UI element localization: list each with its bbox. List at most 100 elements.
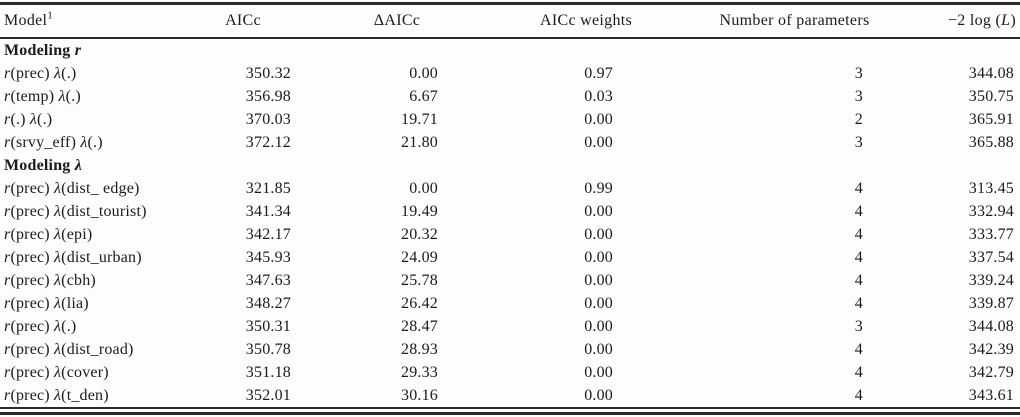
neg2logl-prefix: −2 log ( — [947, 12, 1002, 29]
table-row: r(prec) λ(.) 350.32 0.00 0.97 3 344.08 — [0, 62, 1020, 85]
neg2logl-cell: 344.08 — [968, 64, 1014, 82]
neg2logl-suffix: ) — [1010, 12, 1016, 29]
delta-aicc-cell: 28.93 — [401, 340, 438, 358]
aicc-weight-cell: 0.00 — [584, 363, 613, 381]
lambda-argument: (dist_tourist) — [61, 202, 147, 220]
delta-aicc-cell: 29.33 — [401, 363, 438, 381]
lambda-argument: (epi) — [61, 225, 93, 243]
lambda-symbol: λ — [58, 87, 66, 105]
lambda-symbol: λ — [54, 340, 62, 358]
model-cell: r(prec) λ(dist_tourist) — [0, 200, 200, 223]
lambda-symbol: λ — [54, 271, 62, 289]
aicc-cell: 341.34 — [245, 202, 291, 220]
n-params-cell: 4 — [854, 248, 863, 266]
delta-aicc-cell: 28.47 — [401, 317, 438, 335]
delta-aicc-cell: 20.32 — [401, 225, 438, 243]
r-symbol: r — [4, 179, 11, 197]
r-symbol: r — [4, 110, 11, 128]
table-header: Model1 AICc ΔAICc AICc weights Number of… — [0, 3, 1020, 39]
neg2logl-cell: 365.88 — [968, 133, 1014, 151]
model-cell: r(prec) λ(cbh) — [0, 269, 200, 292]
neg2logl-cell: 344.08 — [968, 317, 1014, 335]
n-params-cell: 4 — [854, 340, 863, 358]
section-label-text: Modeling — [4, 156, 75, 174]
aicc-weight-cell: 0.00 — [584, 248, 613, 266]
neg2logl-cell: 343.61 — [968, 386, 1014, 404]
r-symbol: r — [4, 294, 11, 312]
lambda-argument: (dist_urban) — [61, 248, 142, 266]
n-params-cell: 3 — [854, 87, 863, 105]
column-header-n-params: Number of parameters — [625, 3, 895, 39]
neg2logl-cell: 342.79 — [968, 363, 1014, 381]
model-cell: r(prec) λ(dist_urban) — [0, 246, 200, 269]
aicc-weight-cell: 0.03 — [584, 87, 613, 105]
model-cell: r(prec) λ(dist_ edge) — [0, 177, 200, 200]
neg2logl-cell: 339.24 — [968, 271, 1014, 289]
neg2logl-cell: 333.77 — [968, 225, 1014, 243]
column-header-aicc: AICc — [200, 3, 305, 39]
n-params-cell: 4 — [854, 363, 863, 381]
r-symbol: r — [4, 202, 11, 220]
model-cell: r(prec) λ(cover) — [0, 361, 200, 384]
lambda-symbol: λ — [54, 202, 62, 220]
aicc-cell: 347.63 — [245, 271, 291, 289]
aicc-cell: 372.12 — [245, 133, 291, 151]
delta-aicc-cell: 30.16 — [401, 386, 438, 404]
aicc-weight-cell: 0.00 — [584, 294, 613, 312]
section-row: Modeling r — [0, 38, 1020, 62]
r-argument: (prec) — [10, 363, 55, 381]
delta-aicc-cell: 21.80 — [401, 133, 438, 151]
aicc-weight-cell: 0.00 — [584, 225, 613, 243]
r-symbol: r — [4, 363, 11, 381]
r-symbol: r — [4, 248, 11, 266]
r-argument: (prec) — [10, 386, 55, 404]
aicc-cell: 352.01 — [245, 386, 291, 404]
neg2logl-cell: 342.39 — [968, 340, 1014, 358]
r-argument: (prec) — [10, 294, 55, 312]
table-row: r(prec) λ(.) 350.31 28.47 0.00 3 344.08 — [0, 315, 1020, 338]
model-selection-table: Model1 AICc ΔAICc AICc weights Number of… — [0, 2, 1020, 407]
aicc-cell: 321.85 — [245, 179, 291, 197]
r-symbol: r — [4, 386, 11, 404]
delta-aicc-cell: 0.00 — [409, 64, 438, 82]
lambda-symbol: λ — [54, 363, 62, 381]
n-params-cell: 4 — [854, 179, 863, 197]
lambda-symbol: λ — [54, 248, 62, 266]
aicc-weight-cell: 0.00 — [584, 317, 613, 335]
aicc-cell: 342.17 — [245, 225, 291, 243]
r-symbol: r — [4, 225, 11, 243]
section-symbol: r — [74, 41, 82, 59]
model-cell: r(.) λ(.) — [0, 108, 200, 131]
table-row: r(prec) λ(cbh) 347.63 25.78 0.00 4 339.24 — [0, 269, 1020, 292]
aicc-cell: 350.32 — [245, 64, 291, 82]
model-cell: r(prec) λ(lia) — [0, 292, 200, 315]
lambda-argument: (dist_ edge) — [61, 179, 140, 197]
neg2logl-cell: 313.45 — [968, 179, 1014, 197]
r-symbol: r — [4, 317, 11, 335]
lambda-symbol: λ — [29, 110, 38, 128]
column-header-delta-aicc: ΔAICc — [305, 3, 450, 39]
n-params-cell: 2 — [854, 110, 863, 128]
r-argument: (srvy_eff) — [10, 133, 81, 151]
model-header-label: Model — [4, 12, 48, 29]
neg2logl-cell: 365.91 — [968, 110, 1014, 128]
neg2logl-cell: 332.94 — [968, 202, 1014, 220]
r-argument: (.) — [10, 110, 30, 128]
r-symbol: r — [4, 271, 11, 289]
column-header-neg2logl: −2 log (L) — [895, 3, 1020, 39]
r-argument: (prec) — [10, 317, 55, 335]
delta-aicc-cell: 26.42 — [401, 294, 438, 312]
neg2logl-cell: 339.87 — [968, 294, 1014, 312]
table-row: r(prec) λ(dist_road) 350.78 28.93 0.00 4 342.… — [0, 338, 1020, 361]
model-header-footnote: 1 — [47, 9, 54, 22]
lambda-argument: (.) — [65, 87, 81, 105]
aicc-weight-cell: 0.00 — [584, 133, 613, 151]
delta-aicc-cell: 19.49 — [401, 202, 438, 220]
aicc-weight-cell: 0.00 — [584, 271, 613, 289]
table-row: r(srvy_eff) λ(.) 372.12 21.80 0.00 3 365.88 — [0, 131, 1020, 154]
lambda-argument: (.) — [61, 64, 77, 82]
n-params-cell: 4 — [854, 225, 863, 243]
table-row: r(temp) λ(.) 356.98 6.67 0.03 3 350.75 — [0, 85, 1020, 108]
lambda-symbol: λ — [80, 133, 88, 151]
n-params-cell: 3 — [854, 133, 863, 151]
